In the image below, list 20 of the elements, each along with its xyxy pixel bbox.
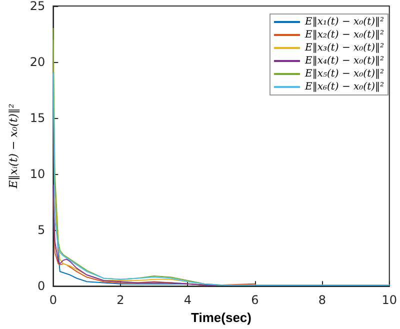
x-tick-label: 8 bbox=[318, 293, 326, 308]
legend-label: E‖x₄(t) − x₀(t)‖² bbox=[304, 56, 384, 66]
legend-label: E‖x₃(t) − x₀(t)‖² bbox=[304, 42, 384, 54]
x-tick-label: 10 bbox=[382, 293, 398, 308]
y-tick-label: 25 bbox=[30, 0, 46, 13]
legend-label: E‖x₂(t) − x₀(t)‖² bbox=[304, 30, 384, 40]
legend-label: E‖x₁(t) − x₀(t)‖² bbox=[304, 16, 384, 28]
y-tick-label: 5 bbox=[38, 223, 46, 238]
y-tick-label: 10 bbox=[30, 167, 46, 182]
y-axis-title: E‖xᵢ(t) − x₀(t)‖² bbox=[7, 104, 20, 190]
x-tick-label: 0 bbox=[49, 293, 57, 308]
y-tick-label: 15 bbox=[30, 111, 46, 126]
x-tick-label: 4 bbox=[184, 293, 192, 308]
legend-label: E‖x₆(t) − x₀(t)‖² bbox=[304, 82, 384, 92]
x-tick-label: 2 bbox=[116, 293, 124, 308]
y-tick-label: 0 bbox=[38, 279, 46, 294]
x-axis-title: Time(sec) bbox=[191, 310, 252, 325]
x-tick-label: 6 bbox=[251, 293, 259, 308]
y-tick-label: 20 bbox=[30, 55, 46, 70]
legend-label: E‖x₅(t) − x₀(t)‖² bbox=[304, 68, 384, 80]
